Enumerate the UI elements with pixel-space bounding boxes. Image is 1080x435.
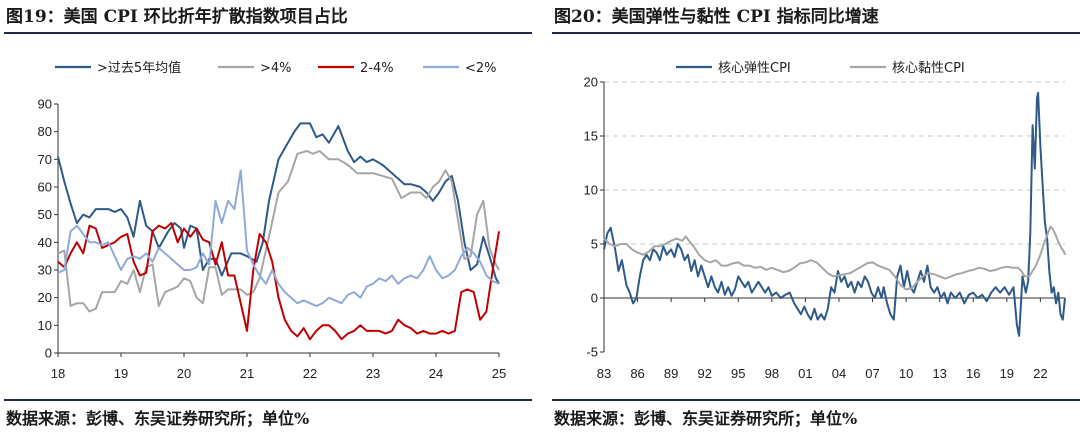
right-chart-x-tick-label: 01 bbox=[798, 366, 812, 381]
right-chart-source: 数据来源：彭博、东吴证券研究所；单位% bbox=[554, 409, 858, 428]
left-chart-svg: 0 10 20 30 40 50 60 70 80 90 18 19 20 21 22 23 24 25 >过去5年… bbox=[38, 60, 507, 381]
left-chart-series-line-1 bbox=[57, 122, 500, 285]
left-chart-x-tick-label: 22 bbox=[303, 366, 317, 381]
left-chart-series-line-3 bbox=[57, 222, 500, 341]
left-source-rule bbox=[4, 399, 532, 401]
right-title-rule bbox=[552, 32, 1080, 34]
right-chart-legend-label-2: 核心黏性CPI bbox=[892, 60, 965, 76]
right-chart-x-tick-label: 13 bbox=[932, 366, 946, 381]
right-chart-y-tick-label: -5 bbox=[586, 345, 598, 360]
right-chart-x-tick-label: 98 bbox=[765, 366, 779, 381]
right-chart-series-line-1 bbox=[603, 91, 1066, 337]
right-chart-x-tick-label: 10 bbox=[899, 366, 913, 381]
left-chart-x-tick-label: 19 bbox=[114, 366, 128, 381]
left-chart-legend-label-4: <2% bbox=[465, 61, 497, 76]
left-chart-x-tick-label: 24 bbox=[429, 366, 443, 381]
left-title-rule bbox=[4, 32, 532, 34]
right-chart-x-tick-label: 22 bbox=[1033, 366, 1047, 381]
left-chart-legend-label-1: >过去5年均值 bbox=[97, 60, 181, 76]
right-chart-x-tick-label: 19 bbox=[1000, 366, 1014, 381]
right-chart-y-tick-label: 5 bbox=[591, 237, 598, 252]
left-chart-title: 图19：美国 CPI 环比折年扩散指数项目占比 bbox=[6, 7, 348, 27]
left-chart-y-tick-label: 60 bbox=[38, 180, 52, 195]
left-chart-y-tick-label: 40 bbox=[38, 235, 52, 250]
right-chart-x-tick-label: 92 bbox=[697, 366, 711, 381]
left-chart-x-tick-label: 20 bbox=[177, 366, 191, 381]
left-chart-x-tick-label: 18 bbox=[51, 366, 65, 381]
right-chart-legend-label-1: 核心弹性CPI bbox=[718, 61, 791, 76]
left-chart-source: 数据来源：彭博、东吴证券研究所；单位% bbox=[6, 409, 310, 428]
right-chart-series-line-2 bbox=[603, 225, 1066, 291]
left-chart-series-line-2 bbox=[57, 150, 500, 313]
left-chart-y-tick-label: 70 bbox=[38, 152, 52, 167]
right-chart-x-tick-label: 95 bbox=[731, 366, 745, 381]
left-chart-legend-label-2: >4% bbox=[260, 61, 292, 76]
right-chart-x-tick-label: 16 bbox=[966, 366, 980, 381]
left-chart-y-tick-label: 50 bbox=[38, 207, 52, 222]
right-chart-x-tick-label: 04 bbox=[832, 366, 846, 381]
left-chart-y-tick-label: 0 bbox=[45, 346, 52, 361]
left-chart-panel: 图19：美国 CPI 环比折年扩散指数项目占比 0 10 20 30 40 50 60 70 8… bbox=[0, 0, 532, 435]
left-chart-legend-label-3: 2-4% bbox=[360, 61, 394, 76]
right-chart-svg: -5 0 5 10 15 20 83 86 89 92 95 98 01 04 07 10 13 16 19 22 核心… bbox=[584, 60, 1066, 381]
left-chart-x-tick-label: 25 bbox=[492, 366, 506, 381]
left-chart-y-tick-label: 10 bbox=[38, 318, 52, 333]
right-chart-title: 图20：美国弹性与黏性 CPI 指标同比增速 bbox=[554, 7, 879, 27]
right-chart-x-tick-label: 86 bbox=[630, 366, 644, 381]
left-chart-y-tick-label: 90 bbox=[38, 97, 52, 112]
right-chart-x-tick-label: 89 bbox=[664, 366, 678, 381]
left-chart-y-tick-label: 80 bbox=[38, 124, 52, 139]
right-chart-panel: 图20：美国弹性与黏性 CPI 指标同比增速 -5 0 5 10 15 20 83 86 89 9… bbox=[548, 0, 1080, 435]
left-chart-x-tick-label: 23 bbox=[366, 366, 380, 381]
right-chart-y-tick-label: 10 bbox=[584, 183, 598, 198]
left-chart-series-line-4 bbox=[57, 169, 500, 307]
right-chart-x-tick-label: 07 bbox=[865, 366, 879, 381]
left-chart-x-tick-label: 21 bbox=[240, 366, 254, 381]
right-source-rule bbox=[552, 399, 1080, 401]
right-chart-y-tick-label: 20 bbox=[584, 75, 598, 90]
right-chart-y-tick-label: 0 bbox=[591, 291, 598, 306]
right-chart-y-tick-label: 15 bbox=[584, 129, 598, 144]
right-chart-x-tick-label: 83 bbox=[597, 366, 611, 381]
left-chart-y-tick-label: 30 bbox=[38, 263, 52, 278]
left-chart-y-tick-label: 20 bbox=[38, 290, 52, 305]
